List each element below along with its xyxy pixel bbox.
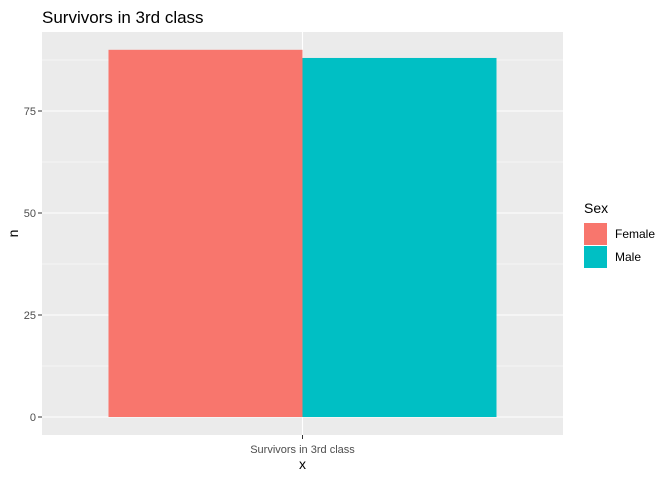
y-tick-label: 25 <box>24 310 36 322</box>
legend-title: Sex <box>584 200 608 216</box>
y-axis-title: n <box>5 230 21 238</box>
bar-male <box>302 57 497 418</box>
y-tick-label: 75 <box>24 106 36 118</box>
legend-key-female <box>584 223 607 245</box>
bar-female <box>108 49 303 418</box>
chart-title: Survivors in 3rd class <box>42 8 204 27</box>
y-tick-label: 0 <box>30 412 36 424</box>
x-axis-title: x <box>299 456 306 472</box>
y-axis-ticks: 0 25 50 75 <box>24 106 42 424</box>
x-axis-ticks: Survivors in 3rd class <box>250 435 355 456</box>
y-tick-label: 50 <box>24 208 36 220</box>
legend: Sex Female Male <box>584 200 655 268</box>
x-tick-label: Survivors in 3rd class <box>250 444 355 456</box>
legend-label-female: Female <box>615 227 655 241</box>
legend-key-male <box>584 246 607 268</box>
legend-label-male: Male <box>615 250 641 264</box>
bars <box>108 49 497 418</box>
